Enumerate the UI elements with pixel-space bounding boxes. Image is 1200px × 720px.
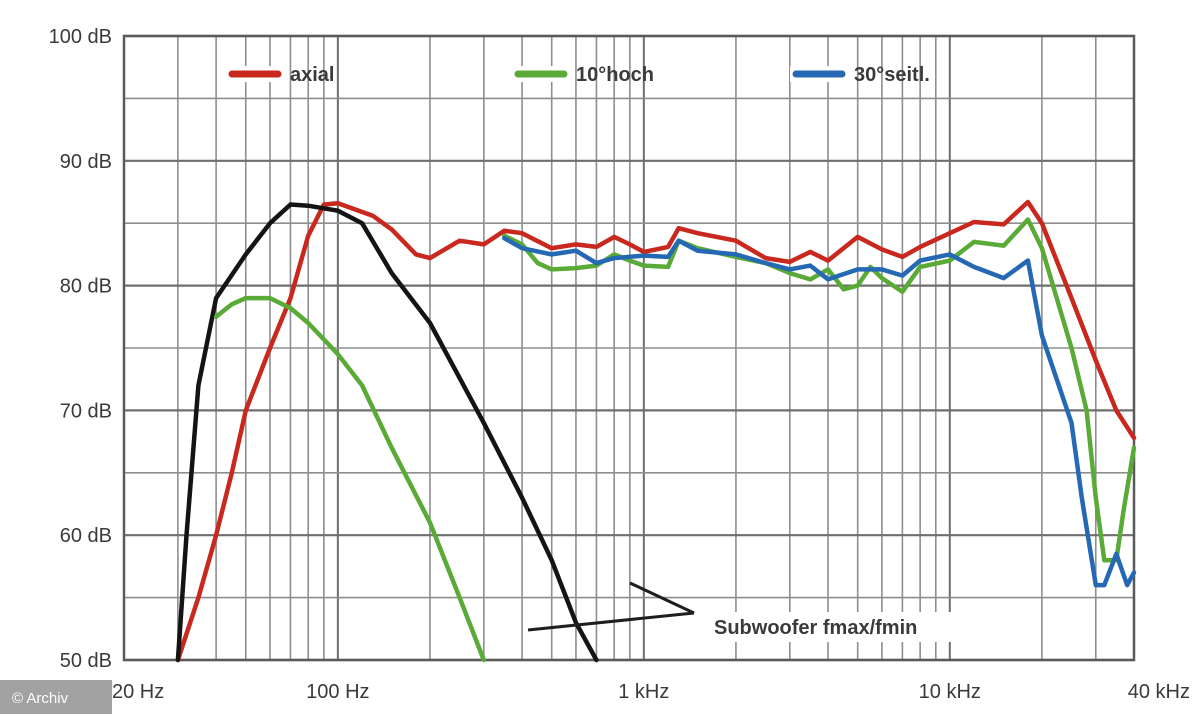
y-tick-label: 50 dB	[60, 650, 112, 672]
series-line-green-low	[213, 295, 487, 663]
y-tick-label: 70 dB	[60, 400, 112, 422]
grid	[122, 34, 1136, 662]
x-tick-label: 40 kHz	[1128, 681, 1190, 703]
annotation-pointer-line	[527, 611, 695, 632]
x-tick-label: 20 Hz	[112, 681, 164, 703]
y-tick-label: 60 dB	[60, 525, 112, 547]
legend-label-seitl: 30°seitl.	[854, 64, 930, 86]
series-line-seitl	[502, 235, 1137, 588]
x-tick-labels: 20 Hz 100 Hz 1 kHz 10 kHz 40 kHz	[112, 681, 1190, 703]
y-tick-label: 100 dB	[49, 26, 112, 48]
legend: axial 10°hoch 30°seitl.	[226, 64, 930, 86]
x-tick-label: 1 kHz	[618, 681, 669, 703]
annotation-pointer-line	[629, 581, 695, 615]
y-tick-label: 80 dB	[60, 276, 112, 298]
credit: © Archiv	[0, 680, 112, 714]
x-tick-label: 100 Hz	[306, 681, 369, 703]
legend-label-hoch: 10°hoch	[576, 64, 654, 86]
x-tick-label: 10 kHz	[919, 681, 981, 703]
credit-text: © Archiv	[12, 690, 69, 707]
series-layer	[175, 199, 1137, 663]
series-line-axial	[175, 199, 1137, 663]
annotation-background	[708, 612, 1028, 642]
annotation-text: Subwoofer fmax/fmin	[714, 617, 917, 639]
y-tick-label: 90 dB	[60, 151, 112, 173]
y-tick-labels: 100 dB 90 dB 80 dB 70 dB 60 dB 50 dB	[49, 26, 112, 672]
annotation: Subwoofer fmax/fmin	[527, 581, 1028, 642]
legend-label-axial: axial	[290, 64, 334, 86]
plot-border	[122, 34, 1136, 662]
series-line-black	[175, 202, 599, 663]
